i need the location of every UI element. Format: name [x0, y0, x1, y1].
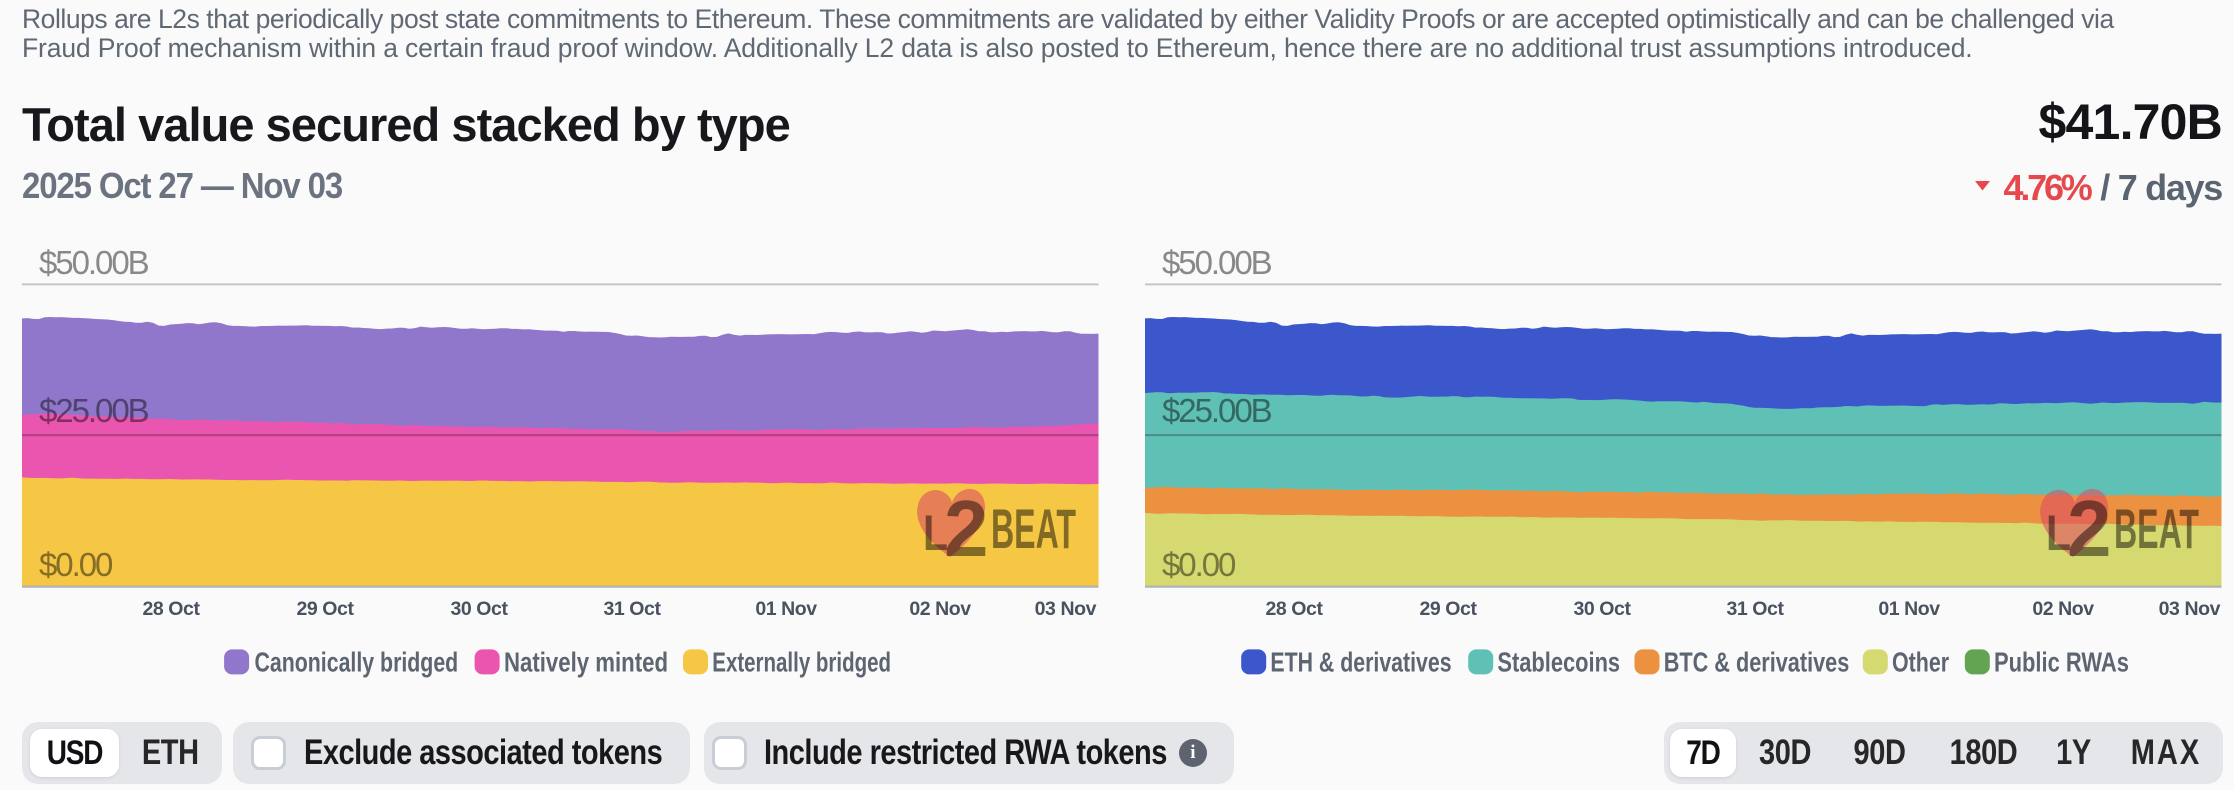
svg-text:BEAT: BEAT [991, 497, 1076, 560]
svg-text:Other: Other [1892, 645, 1949, 677]
svg-text:L: L [2046, 505, 2071, 561]
svg-text:Natively minted: Natively minted [504, 645, 668, 677]
svg-text:Canonically bridged: Canonically bridged [255, 645, 459, 677]
svg-text:2: 2 [944, 484, 989, 573]
svg-text:ETH & derivatives: ETH & derivatives [1270, 645, 1451, 677]
svg-text:BEAT: BEAT [2114, 497, 2199, 560]
svg-text:Externally bridged: Externally bridged [712, 645, 891, 677]
svg-text:BTC & derivatives: BTC & derivatives [1664, 645, 1850, 677]
svg-text:2: 2 [2067, 484, 2112, 573]
svg-text:Stablecoins: Stablecoins [1497, 645, 1620, 677]
svg-text:L: L [923, 505, 948, 561]
svg-text:Public RWAs: Public RWAs [1994, 645, 2129, 677]
